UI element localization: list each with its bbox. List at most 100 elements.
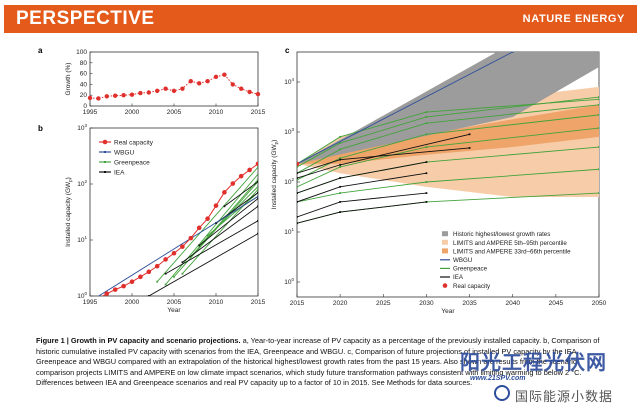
y-tick-label: 0 xyxy=(83,103,87,110)
iea-line-marker xyxy=(181,261,184,264)
greenpeace-line-marker xyxy=(598,192,599,194)
greenpeace-line-marker xyxy=(339,192,342,194)
greenpeace-line-marker xyxy=(156,280,159,283)
greenpeace-line xyxy=(297,127,599,188)
y-tick-label: 101 xyxy=(77,235,87,244)
greenpeace-line-marker xyxy=(425,146,428,148)
iea-line-marker xyxy=(339,163,342,166)
iea-line-marker xyxy=(297,192,298,194)
legend-label: WBGU xyxy=(453,257,472,264)
watermark-account: 国际能源小数据 xyxy=(515,389,614,404)
real-capacity-point xyxy=(188,235,194,241)
caption-body: a, Year-to-year increase of PV capacity … xyxy=(36,336,600,388)
iea-line-marker xyxy=(297,172,298,175)
iea-line-marker xyxy=(339,211,342,214)
iea-line-marker xyxy=(339,177,342,179)
greenpeace-line-marker xyxy=(297,166,298,168)
iea-line xyxy=(224,181,258,207)
x-tick-label: 2015 xyxy=(251,299,266,306)
x-tick-label: 1995 xyxy=(83,299,98,306)
greenpeace-line-marker xyxy=(598,127,599,129)
legend-marker xyxy=(104,151,106,153)
greenpeace-line-marker xyxy=(257,166,258,169)
iea-line-marker xyxy=(297,216,298,218)
x-tick-label: 2035 xyxy=(462,300,477,307)
greenpeace-line-marker xyxy=(339,157,342,160)
x-tick-label: 2045 xyxy=(549,300,564,307)
legend-label: Real capacity xyxy=(453,283,491,290)
iea-line-marker xyxy=(297,200,298,203)
wbgu-line-marker xyxy=(257,195,258,198)
greenpeace-line-marker xyxy=(257,178,258,181)
figure-caption: Figure 1 | Growth in PV capacity and sce… xyxy=(36,336,614,389)
greenpeace-line-marker xyxy=(598,98,599,101)
legend-label: IEA xyxy=(453,274,464,281)
greenpeace-line-marker xyxy=(189,255,192,258)
legend-swatch xyxy=(442,239,448,245)
y-tick-label: 100 xyxy=(76,49,87,56)
legend-marker xyxy=(104,171,106,173)
iea-line xyxy=(182,205,258,263)
y-tick-label: 60 xyxy=(80,71,88,78)
real-capacity-point xyxy=(238,173,244,179)
chart-panel-a: 0 20 40 60 80 100 1995 2000 2005 2010 2015 Growth (… xyxy=(65,49,266,116)
greenpeace-line-marker xyxy=(598,168,599,171)
chart-panel-b: 100 101 102 103 1995 2000 2005 2010 2015 Year Inst… xyxy=(65,123,266,314)
greenpeace-line-marker xyxy=(257,188,258,191)
growth-point xyxy=(171,88,177,94)
growth-point xyxy=(205,78,210,84)
wbgu-line xyxy=(297,52,513,165)
y-tick-label: 80 xyxy=(80,60,88,67)
greenpeace-line-marker xyxy=(425,133,428,136)
growth-point xyxy=(121,93,126,98)
greenpeace-line xyxy=(207,192,258,236)
legend: Real capacity WBGU Greenpeace IEA xyxy=(99,139,154,176)
legend-swatch xyxy=(442,231,448,237)
legend-label: IEA xyxy=(114,169,125,176)
iea-line-marker xyxy=(257,232,258,235)
real-capacity-point xyxy=(297,161,300,167)
real-capacity-point xyxy=(154,263,160,269)
growth-point xyxy=(146,90,151,95)
real-capacity-point xyxy=(121,283,126,289)
x-tick-label: 2015 xyxy=(251,109,266,116)
greenpeace-line xyxy=(297,98,599,165)
greenpeace-line-marker xyxy=(206,234,209,237)
greenpeace-line-marker xyxy=(297,185,298,188)
legend-swatch xyxy=(442,248,448,254)
x-tick-label: 2025 xyxy=(376,300,391,307)
x-tick-label: 2010 xyxy=(209,109,224,116)
iea-line-marker xyxy=(339,158,342,161)
wbgu-line-marker xyxy=(511,52,514,53)
iea-line-marker xyxy=(468,147,471,149)
growth-point xyxy=(104,94,110,99)
y-tick-label: 103 xyxy=(284,127,294,136)
iea-line-marker xyxy=(164,272,167,275)
x-tick-label: 2020 xyxy=(333,300,348,307)
real-capacity-point xyxy=(213,203,219,208)
greenpeace-line-marker xyxy=(598,146,599,148)
greenpeace-line xyxy=(297,96,599,168)
legend-label: Real capacity xyxy=(114,139,154,146)
iea-line-marker xyxy=(339,200,342,203)
legend: Historic highest/lowest growth rates LIMI… xyxy=(440,231,571,290)
iea-line-marker xyxy=(297,222,298,225)
greenpeace-line-marker xyxy=(425,181,428,183)
x-tick-label: 2010 xyxy=(209,299,224,306)
legend-swatch xyxy=(442,283,448,288)
iea-line-marker xyxy=(339,185,342,188)
greenpeace-line-marker xyxy=(425,111,428,114)
x-tick-label: 2040 xyxy=(505,300,520,307)
real-capacity-point xyxy=(222,190,227,195)
x-tick-label: 1995 xyxy=(83,109,98,116)
greenpeace-line xyxy=(297,168,599,203)
panel-label-c: c xyxy=(285,46,290,55)
legend-label: Historic highest/lowest growth rates xyxy=(453,231,550,238)
real-capacity-point xyxy=(146,269,152,275)
growth-point xyxy=(129,92,135,97)
iea-line-marker xyxy=(257,219,258,222)
iea-line-marker xyxy=(425,172,428,175)
x-axis-label: Year xyxy=(167,307,181,314)
greenpeace-line-marker xyxy=(257,173,258,176)
